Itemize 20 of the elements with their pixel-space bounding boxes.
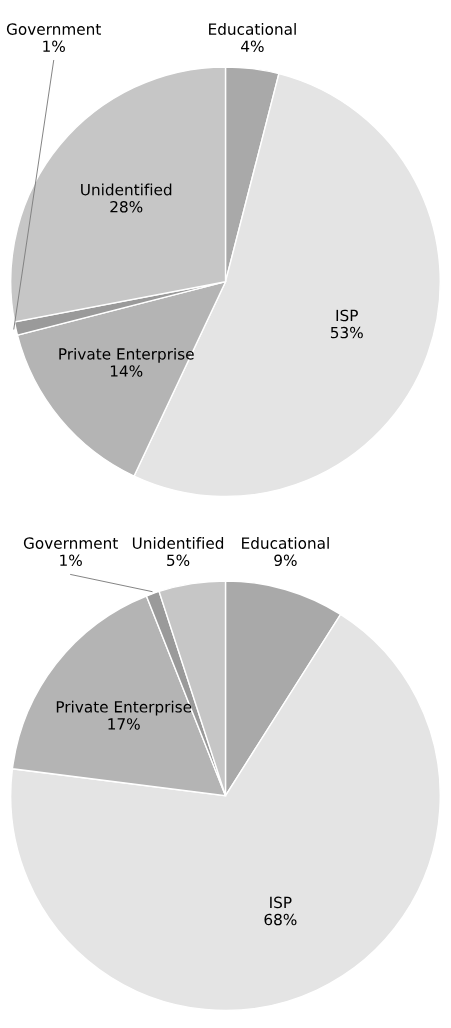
slice-label: Educational [209,23,296,35]
slice-label: Educational [242,537,329,549]
data-label: 5% [167,554,190,566]
slice-label: ISP [270,896,292,909]
data-label: 4% [241,40,264,52]
data-label: 28% [110,200,143,213]
data-label: 53% [330,326,363,339]
slice-label: Private Enterprise [59,347,194,363]
slice-label: ISP [336,309,358,322]
slice-label: Unidentified [81,183,172,196]
data-label: 68% [264,913,297,926]
slice-label: Government [6,23,101,35]
data-label: 9% [274,554,297,566]
slice-label: Government [23,537,118,549]
data-label: 1% [43,40,65,52]
slice-label: Unidentified [132,537,224,549]
data-label: 1% [60,554,82,566]
data-label: 14% [110,365,143,377]
data-label: 17% [108,718,140,730]
slice-label: Private Enterprise [56,700,192,716]
